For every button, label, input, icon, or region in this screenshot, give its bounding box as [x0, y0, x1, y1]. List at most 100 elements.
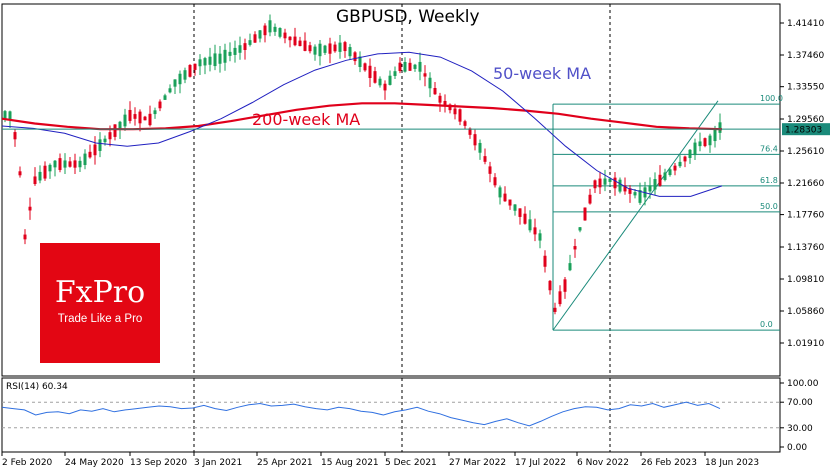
current-price-label: 1.28303	[785, 126, 822, 136]
candle-body	[353, 52, 357, 62]
time-tick-label: 2 Feb 2020	[2, 458, 53, 468]
time-tick-label: 27 Mar 2022	[449, 458, 506, 468]
candle-body	[273, 26, 277, 32]
candle-body	[493, 177, 497, 186]
price-tick-label: 1.17760	[787, 211, 824, 221]
candle-body	[363, 63, 367, 71]
candle-body	[523, 213, 527, 224]
candle-body	[678, 161, 682, 167]
rsi-tick-label: 100.00	[787, 379, 819, 389]
candle-body	[103, 138, 107, 143]
candle-body	[658, 174, 662, 186]
candle-body	[258, 30, 262, 39]
candle-body	[158, 101, 162, 109]
rsi-pane-frame	[1, 377, 781, 453]
candle-body	[88, 151, 92, 158]
time-tick-label: 24 May 2020	[65, 458, 124, 468]
candle-body	[118, 121, 122, 130]
time-tick-label: 18 Jun 2023	[705, 458, 759, 468]
ma200-line	[1, 102, 723, 131]
rsi-tick-label: 70.00	[787, 398, 813, 408]
fib-level-label: 100.0	[760, 94, 783, 103]
candle-body	[123, 114, 127, 127]
candle-body	[283, 32, 287, 39]
rsi-line	[1, 401, 721, 427]
candle-body	[93, 144, 97, 156]
price-tick-label: 1.05860	[787, 307, 824, 317]
candle-body	[43, 165, 47, 179]
price-pane-frame	[1, 3, 781, 377]
candle-body	[513, 204, 517, 211]
candle-body	[268, 20, 272, 33]
candle-body	[613, 177, 617, 189]
candle-body	[108, 132, 112, 140]
candle-body	[163, 95, 167, 100]
candle-body	[323, 45, 327, 53]
candle-body	[333, 44, 337, 52]
logo-wordmark: FxPro	[54, 275, 146, 310]
candle-body	[8, 111, 12, 120]
candle-body	[538, 233, 542, 241]
candle-body	[3, 111, 7, 120]
candle-body	[448, 104, 452, 111]
price-tick-label: 1.29560	[787, 115, 824, 125]
candle-body	[238, 45, 242, 53]
candle-body	[198, 59, 202, 67]
fib-level-label: 0.0	[760, 320, 773, 329]
candle-body	[83, 153, 87, 166]
chart-title: GBPUSD, Weekly	[336, 7, 480, 27]
candle-body	[573, 246, 577, 250]
time-tick-label: 15 Aug 2021	[321, 458, 379, 468]
time-tick-label: 5 Dec 2021	[385, 458, 437, 468]
candle-body	[418, 61, 422, 72]
rsi-tick-label: 30.00	[787, 424, 813, 434]
candle-body	[48, 164, 52, 172]
fib-level-label: 76.4	[760, 144, 778, 153]
time-tick-label: 13 Sep 2020	[130, 458, 187, 468]
candle-body	[598, 178, 602, 188]
candle-body	[503, 193, 507, 202]
candle-body	[638, 190, 642, 203]
candle-body	[518, 208, 522, 217]
candle-body	[173, 79, 177, 87]
candle-body	[478, 142, 482, 153]
logo-tagline: Trade Like a Pro	[57, 313, 143, 325]
candle-body	[348, 47, 352, 57]
candle-body	[393, 71, 397, 76]
candle-body	[648, 185, 652, 192]
candle-body	[673, 165, 677, 171]
candle-body	[483, 156, 487, 162]
current-price-box	[782, 123, 830, 136]
time-tick-label: 17 Jul 2022	[515, 458, 566, 468]
price-tick-label: 1.41410	[787, 19, 824, 29]
price-tick-label: 1.37460	[787, 51, 824, 61]
candle-body	[23, 234, 27, 240]
candle-body	[428, 77, 432, 89]
candle-body	[298, 40, 302, 47]
price-tick-label: 1.09810	[787, 275, 824, 285]
ma200-label: 200-week MA	[252, 110, 360, 129]
candle-body	[463, 121, 467, 126]
price-tick-label: 1.13760	[787, 243, 824, 253]
candle-body	[18, 171, 22, 176]
fxpro-logo: FxPro Trade Like a Pro	[40, 243, 160, 363]
candle-body	[78, 160, 82, 168]
candle-body	[628, 188, 632, 194]
candle-body	[263, 25, 267, 36]
candle-body	[293, 36, 297, 46]
candle-body	[508, 199, 512, 206]
candle-body	[608, 178, 612, 182]
candle-body	[588, 194, 592, 204]
candle-body	[148, 113, 152, 126]
candle-body	[668, 169, 672, 175]
candle-body	[113, 124, 117, 137]
fib-level-label: 61.8	[760, 176, 778, 185]
candle-body	[718, 122, 722, 133]
candle-body	[688, 149, 692, 159]
candle-body	[73, 160, 77, 168]
candle-body	[168, 88, 172, 93]
candle-body	[208, 56, 212, 65]
rsi-tick-label: 0.00	[787, 443, 807, 453]
